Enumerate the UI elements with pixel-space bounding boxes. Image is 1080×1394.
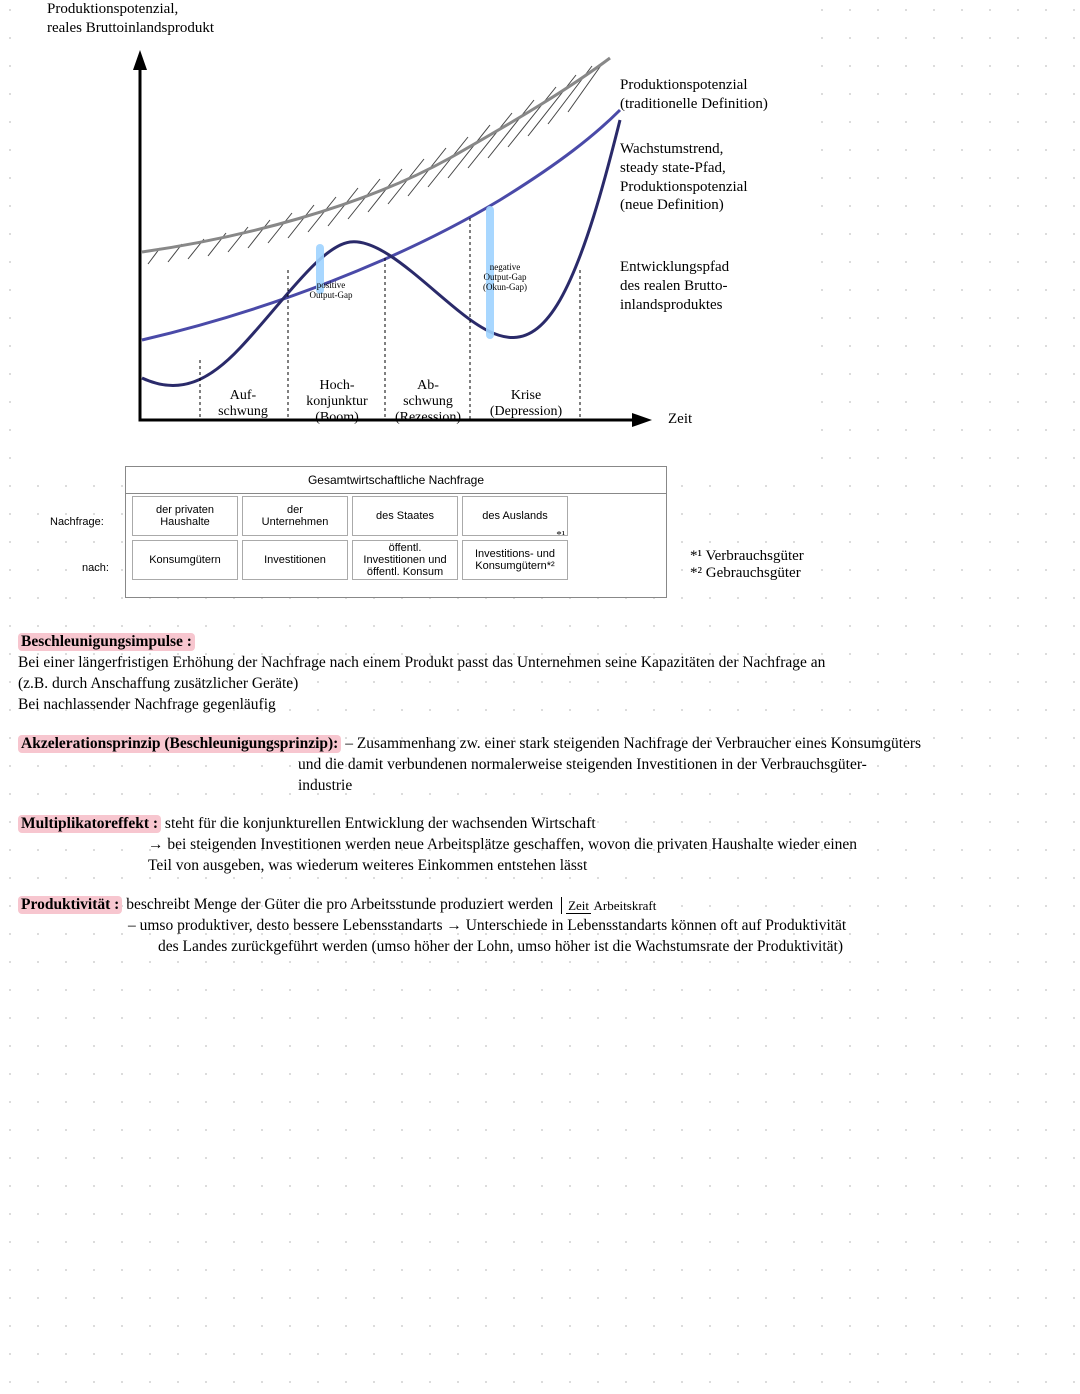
s3-title: Multiplikatoreffekt : [18, 815, 161, 833]
notes-block: Beschleunigungsimpulse : Bei einer länge… [18, 632, 1062, 958]
trend-label: Wachstumstrend,steady state-Pfad,Produkt… [620, 140, 748, 215]
s1-l1: Bei einer längerfristigen Erhöhung der N… [18, 654, 825, 671]
realpath-label: Entwicklungspfaddes realen Brutto-inland… [620, 258, 729, 314]
dt-r2c4-text: Investitions- undKonsumgütern*² [475, 548, 555, 572]
table-row1-label: Nachfrage: [50, 516, 104, 528]
s4-l2: – umso produktiver, desto bessere Lebens… [18, 916, 1062, 937]
positive-gap-label: positiveOutput-Gap [301, 280, 361, 300]
trend-curve [142, 110, 620, 340]
star-note-1: *¹ Verbrauchsgüter [690, 548, 804, 565]
dt-r2c1: Konsumgütern [132, 540, 238, 580]
star-notes: *¹ Verbrauchsgüter *² Gebrauchsgüter [690, 548, 804, 582]
star1-marker: *¹ [556, 529, 565, 541]
s2-l2: und die damit verbundenen normalerweise … [18, 755, 1062, 776]
table-row2-label: nach: [82, 562, 109, 574]
sect-1: Beschleunigungsimpulse : Bei einer länge… [18, 632, 1062, 716]
s2-title: Akzelerationsprinzip (Beschleunigungspri… [18, 735, 341, 753]
dt-r1c3: des Staates [352, 496, 458, 536]
dt-r2c4: Investitions- undKonsumgütern*² *¹ [462, 540, 568, 580]
page: Produktionspotenzial,reales Bruttoinland… [0, 0, 1080, 1394]
x-axis-label: Zeit [668, 410, 692, 429]
s4-title: Produktivität : [18, 896, 122, 914]
sect-2: Akzelerationsprinzip (Beschleunigungspri… [18, 734, 1062, 797]
s2-l1: – Zusammenhang zw. einer stark steigende… [345, 735, 921, 752]
dt-r1c2: derUnternehmen [242, 496, 348, 536]
s4-fraction: Zeit Arbeitskraft [561, 897, 656, 915]
s2-l3: industrie [18, 776, 1062, 797]
dt-r2c3: öffentl.Investitionen undöffentl. Konsum [352, 540, 458, 580]
sect-3: Multiplikatoreffekt : steht für die konj… [18, 814, 1062, 877]
s4-l3: des Landes zurückgeführt werden (umso hö… [18, 937, 1062, 958]
phase-4: Krise(Depression) [472, 388, 580, 420]
s1-l3: Bei nachlassender Nachfrage gegenläufig [18, 696, 276, 713]
sect-4: Produktivität : beschreibt Menge der Güt… [18, 895, 1062, 958]
phase-2: Hoch-konjunktur(Boom) [287, 378, 387, 426]
dt-r2c2: Investitionen [242, 540, 348, 580]
hatch-area [148, 64, 602, 264]
y-axis-label: Produktionspotenzial,reales Bruttoinland… [47, 0, 214, 38]
s3-l2: → bei steigenden Investitionen werden ne… [18, 835, 1062, 856]
demand-table: Gesamtwirtschaftliche Nachfrage der priv… [125, 466, 667, 598]
s4-frac-bot: Arbeitskraft [594, 898, 657, 913]
demand-table-title: Gesamtwirtschaftliche Nachfrage [126, 467, 666, 494]
phase-1: Auf-schwung [198, 388, 288, 420]
negative-gap-label: negativeOutput-Gap(Okun-Gap) [475, 262, 535, 292]
s4-l1: beschreibt Menge der Güter die pro Arbei… [126, 896, 553, 913]
dt-r1c4: des Auslands [462, 496, 568, 536]
dt-r1c4-text: des Auslands [482, 510, 547, 522]
s3-l1: steht für die konjunkturellen Entwicklun… [165, 815, 596, 832]
business-cycle-diagram: Produktionspotenzial,reales Bruttoinland… [20, 0, 810, 460]
potential-label: Produktionspotenzial(traditionelle Defin… [620, 76, 768, 114]
phase-3: Ab-schwung(Rezession) [382, 378, 474, 426]
potential-curve [142, 58, 610, 252]
s4-frac-top: Zeit [566, 898, 591, 914]
star-note-2: *² Gebrauchsgüter [690, 565, 804, 582]
s3-l3: Teil von ausgeben, was wiederum weiteres… [18, 856, 1062, 877]
realpath-curve [142, 120, 620, 386]
s1-l2: (z.B. durch Anschaffung zusätzlicher Ger… [18, 675, 298, 692]
s1-title: Beschleunigungsimpulse : [18, 633, 195, 651]
dt-r1c1: der privatenHaushalte [132, 496, 238, 536]
